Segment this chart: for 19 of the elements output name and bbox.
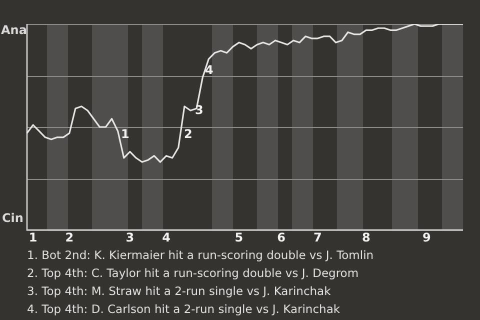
- x-tick-label: 2: [65, 230, 74, 244]
- text: 3. Top 4th: M. Straw hit a 2-run single vs J. Karinchak: [27, 283, 332, 300]
- x-tick-label: 7: [313, 230, 322, 244]
- text: 2. Top 4th: C. Taylor hit a run-scoring double vs J. Degrom: [27, 265, 360, 282]
- x-tick-label: 4: [162, 230, 170, 244]
- x-tick-label: 8: [362, 230, 370, 244]
- annotation: 2: [184, 127, 192, 141]
- text: Ana: [1, 23, 27, 37]
- text: Cin: [2, 211, 24, 225]
- text: 4. Top 4th: D. Carlson hit a 2-run single vs J. Karinchak: [27, 301, 342, 318]
- x-tick-label: 5: [234, 230, 244, 244]
- x-tick-label: 9: [422, 230, 431, 244]
- text: 1. Bot 2nd: K. Kiermaier hit a run-scoring double vs J. Tomlin: [27, 247, 375, 264]
- annotation: 1: [121, 127, 130, 141]
- x-tick-label: 6: [277, 230, 286, 244]
- annotation: 4: [205, 63, 214, 77]
- annotation: 3: [195, 103, 204, 117]
- x-tick-label: 3: [126, 230, 134, 244]
- x-tick-label: 1: [28, 230, 38, 244]
